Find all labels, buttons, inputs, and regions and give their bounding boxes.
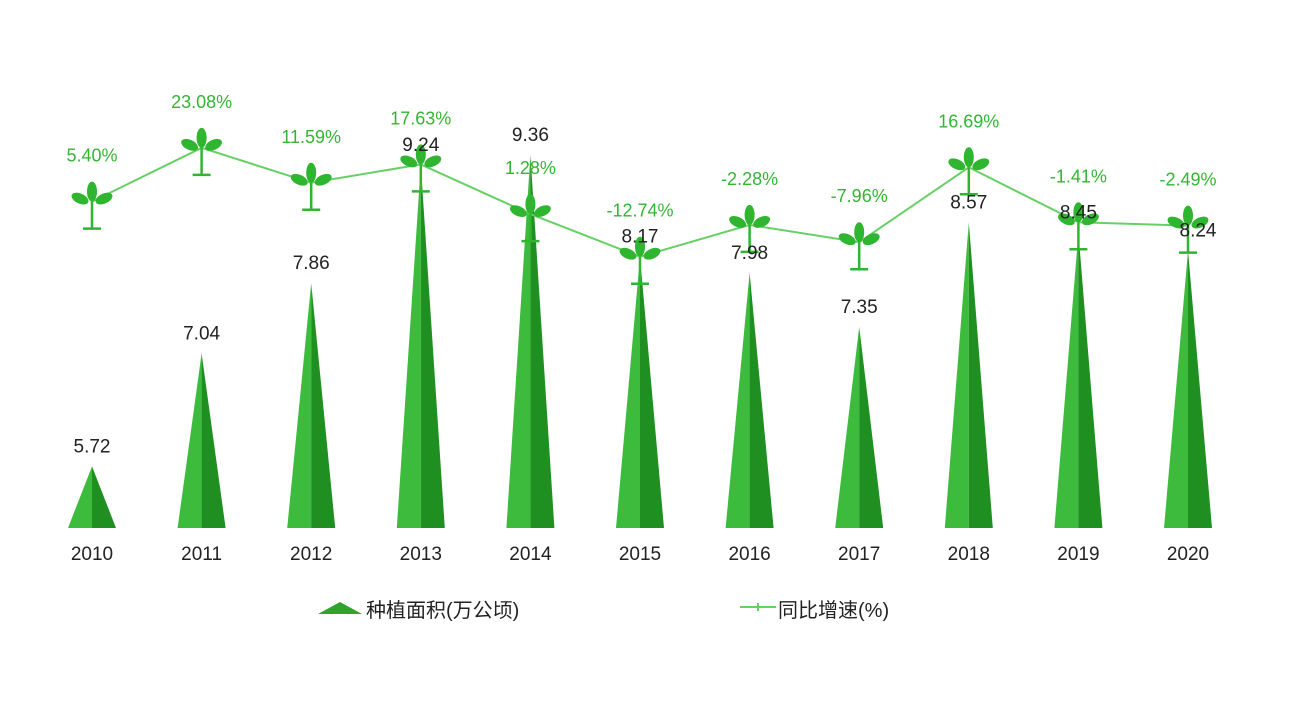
plant-marker-icon <box>400 144 442 193</box>
bar-value-label: 7.86 <box>293 253 330 274</box>
bar-left-face <box>506 154 531 528</box>
bar-value-label: 8.45 <box>1060 203 1097 224</box>
bar-2011 <box>177 353 226 528</box>
bar-right-face <box>640 256 664 528</box>
bar-left-face <box>68 466 92 528</box>
x-tick-label: 2019 <box>1057 544 1099 565</box>
bar-value-label: 8.57 <box>950 192 987 213</box>
bar-right-face <box>1188 250 1212 528</box>
bar-value-label: 9.36 <box>512 125 549 146</box>
plant-marker-icon <box>948 147 990 196</box>
bar-value-label: 7.35 <box>841 297 878 318</box>
bar-right-face <box>420 165 445 528</box>
bar-2019 <box>1054 232 1103 528</box>
x-tick-label: 2018 <box>948 544 990 565</box>
x-tick-label: 2010 <box>71 544 113 565</box>
growth-value-label: -12.74% <box>606 201 673 221</box>
bar-left-face <box>287 283 312 528</box>
growth-value-label: 5.40% <box>66 146 117 166</box>
legend-bar-swatch <box>318 602 362 614</box>
growth-value-label: 17.63% <box>390 108 451 128</box>
bar-left-face <box>944 222 969 528</box>
bar-right-face <box>1078 232 1103 528</box>
bar-value-label: 7.98 <box>731 243 768 264</box>
x-tick-label: 2017 <box>838 544 880 565</box>
plant-marker-icon <box>1057 202 1099 251</box>
bar-right-face <box>311 283 336 528</box>
bar-2017 <box>835 326 884 528</box>
bar-left-face <box>1054 232 1079 528</box>
x-tick-label: 2020 <box>1167 544 1209 565</box>
bar-2020 <box>1164 250 1212 528</box>
growth-value-label: -7.96% <box>831 186 888 206</box>
legend-bar-label: 种植面积(万公顷) <box>366 599 519 622</box>
bar-right-face <box>530 154 555 528</box>
legend-line-label: 同比增速(%) <box>778 599 889 622</box>
bar-2010 <box>68 466 116 528</box>
x-tick-label: 2012 <box>290 544 332 565</box>
plant-marker-icon <box>1167 205 1209 254</box>
growth-value-label: -1.41% <box>1050 166 1107 186</box>
bar-left-face <box>1164 250 1188 528</box>
x-tick-label: 2011 <box>181 544 222 565</box>
bar-left-face <box>616 256 640 528</box>
bar-right-face <box>968 222 993 528</box>
plant-marker-icon <box>729 204 771 254</box>
growth-value-label: 16.69% <box>938 111 999 131</box>
plant-marker-icon <box>619 236 661 285</box>
plant-marker-icon <box>181 127 223 177</box>
bar-2016 <box>725 272 774 528</box>
bar-right-face <box>92 466 116 528</box>
bar-2012 <box>287 283 336 528</box>
bar-left-face <box>177 353 202 528</box>
x-tick-label: 2016 <box>728 544 770 565</box>
bar-value-label: 7.04 <box>183 323 220 344</box>
plant-marker-icon <box>71 181 113 230</box>
bar-value-label: 8.17 <box>622 227 659 248</box>
bar-value-label: 5.72 <box>74 436 111 457</box>
bar-left-face <box>835 326 860 528</box>
plant-marker-icon <box>838 222 880 271</box>
plant-marker-icon <box>290 162 332 212</box>
growth-value-label: -2.28% <box>721 169 778 189</box>
bar-right-face <box>749 272 774 528</box>
growth-value-label: 23.08% <box>171 92 232 112</box>
plant-marker-icon <box>509 194 551 243</box>
bar-2018 <box>944 222 993 528</box>
bar-2015 <box>616 256 664 528</box>
bar-2013 <box>396 165 445 528</box>
bar-left-face <box>396 165 421 528</box>
bar-2014 <box>506 154 555 528</box>
bar-value-label: 9.24 <box>402 135 439 156</box>
bar-value-label: 8.24 <box>1180 221 1217 242</box>
bar-right-face <box>859 326 884 528</box>
growth-value-label: 11.59% <box>281 127 341 147</box>
x-tick-label: 2013 <box>400 544 442 565</box>
growth-value-label: 1.28% <box>505 158 556 178</box>
x-tick-label: 2014 <box>509 544 552 565</box>
growth-value-label: -2.49% <box>1159 170 1216 190</box>
legend: 种植面积(万公顷) 同比增速(%) <box>318 599 889 622</box>
bar-left-face <box>725 272 750 528</box>
x-tick-label: 2015 <box>619 544 661 565</box>
bar-right-face <box>201 353 226 528</box>
